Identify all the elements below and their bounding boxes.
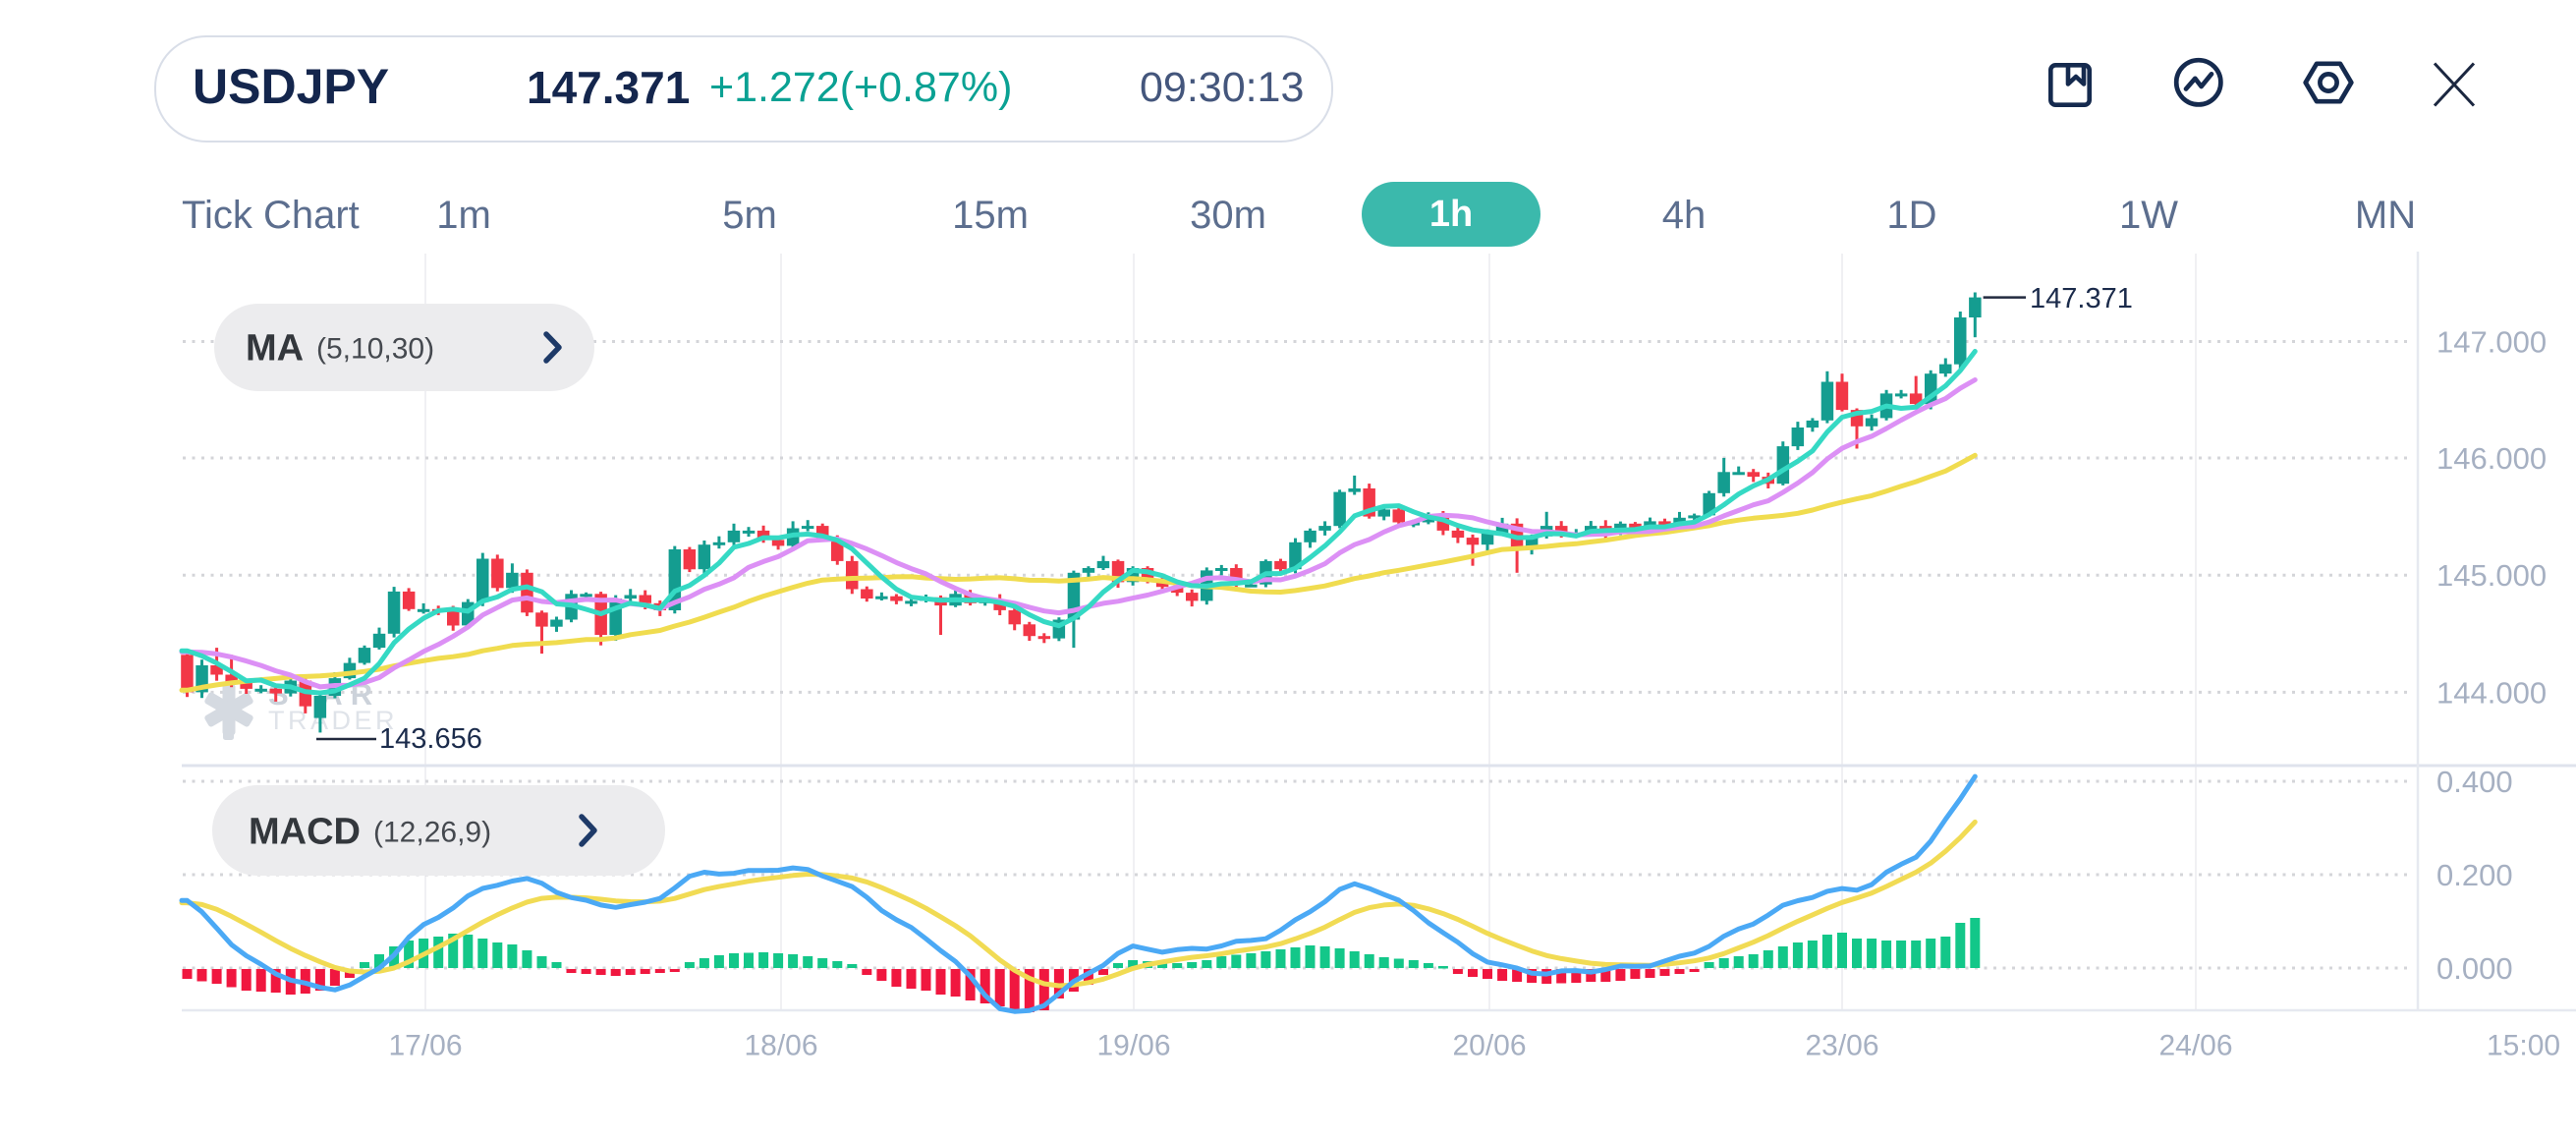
svg-text:0.200: 0.200 [2436, 858, 2513, 892]
svg-text:144.000: 144.000 [2436, 675, 2547, 710]
svg-text:145.000: 145.000 [2436, 558, 2547, 593]
svg-text:TRADER: TRADER [268, 706, 398, 735]
svg-text:24/06: 24/06 [2158, 1030, 2232, 1062]
svg-text:(12,26,9): (12,26,9) [373, 817, 491, 849]
svg-text:0.000: 0.000 [2436, 951, 2513, 986]
svg-text:19/06: 19/06 [1096, 1030, 1170, 1062]
svg-text:17/06: 17/06 [388, 1030, 462, 1062]
svg-text:MACD: MACD [249, 811, 361, 852]
svg-text:147.000: 147.000 [2436, 324, 2547, 359]
svg-text:20/06: 20/06 [1452, 1030, 1526, 1062]
svg-text:23/06: 23/06 [1805, 1030, 1878, 1062]
svg-text:143.656: 143.656 [379, 723, 482, 755]
svg-text:18/06: 18/06 [744, 1030, 817, 1062]
svg-text:MA: MA [246, 327, 304, 369]
svg-text:15:00: 15:00 [2487, 1030, 2560, 1062]
svg-text:147.371: 147.371 [2030, 283, 2133, 314]
svg-text:146.000: 146.000 [2436, 441, 2547, 476]
svg-text:(5,10,30): (5,10,30) [316, 333, 434, 366]
svg-text:0.400: 0.400 [2436, 765, 2513, 799]
